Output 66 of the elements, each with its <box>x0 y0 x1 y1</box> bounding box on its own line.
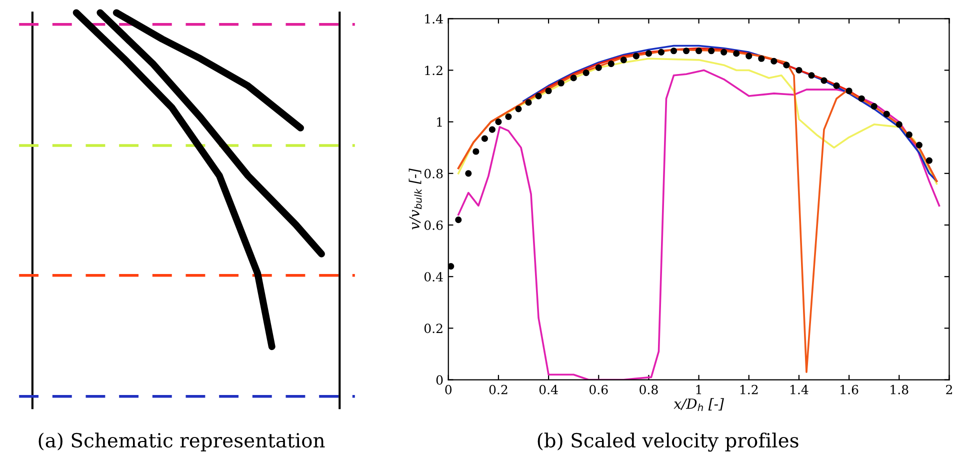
point <box>720 48 728 56</box>
text: (b) Scaled velocity profiles <box>538 432 798 452</box>
point <box>883 110 890 118</box>
point <box>846 88 852 94</box>
point <box>820 77 828 84</box>
y-tick-label: 1.4 <box>425 14 443 24</box>
point <box>582 70 590 76</box>
point <box>558 80 564 86</box>
x-tick-label: 2 <box>946 384 952 394</box>
point <box>620 56 627 64</box>
point <box>796 66 802 74</box>
point <box>896 121 902 128</box>
point <box>870 103 878 110</box>
point <box>495 118 502 126</box>
x-tick-label: 1 <box>696 384 702 394</box>
y-tick-label: 0.6 <box>424 220 443 230</box>
point <box>670 48 678 54</box>
y-tick-label: 0 <box>436 375 443 385</box>
y-tick-label: 0.4 <box>424 272 443 282</box>
point <box>455 216 462 224</box>
point <box>783 62 790 68</box>
point <box>708 48 715 54</box>
y-tick-label: 1 <box>437 117 442 127</box>
point <box>808 72 815 79</box>
x-tick-label: 0.2 <box>489 384 508 394</box>
point <box>833 82 840 90</box>
point <box>632 52 640 60</box>
text: (a) Schematic representation <box>38 432 325 452</box>
x-tick-label: 0.6 <box>590 384 608 394</box>
x-tick-label: 0.8 <box>640 384 658 394</box>
point <box>525 99 532 106</box>
point <box>926 157 932 164</box>
point <box>696 48 702 54</box>
y-tick-label: 1.2 <box>425 66 442 76</box>
point <box>481 135 488 142</box>
point <box>448 262 454 270</box>
point <box>858 95 865 102</box>
point <box>906 131 912 138</box>
point <box>595 64 602 71</box>
point <box>746 52 752 60</box>
point <box>535 92 542 100</box>
point <box>608 60 614 68</box>
x-tick-label: 0 <box>445 384 452 394</box>
point <box>472 148 480 155</box>
point <box>770 58 778 64</box>
point <box>733 50 740 57</box>
point <box>488 126 496 133</box>
point <box>515 106 522 112</box>
point <box>916 142 922 148</box>
x-tick-label: 1.2 <box>740 384 758 394</box>
y-tick-label: 0.8 <box>424 168 443 178</box>
point <box>758 55 765 62</box>
point <box>658 48 665 56</box>
point <box>645 50 652 57</box>
x-tick-label: 0.4 <box>539 384 558 394</box>
point <box>465 170 472 177</box>
x-tick-label: 1.6 <box>840 384 858 394</box>
point <box>570 74 577 82</box>
x-axis-title: x/D$_{h}$ [-] <box>674 398 724 411</box>
point <box>682 48 690 54</box>
point <box>545 88 552 94</box>
y-tick-label: 0.2 <box>424 324 442 334</box>
y-axis-title: v/v$_{bulk}$ [-] <box>408 168 422 230</box>
x-tick-label: 1.4 <box>790 384 808 394</box>
x-tick-label: 1.8 <box>890 384 908 394</box>
point <box>505 113 512 120</box>
